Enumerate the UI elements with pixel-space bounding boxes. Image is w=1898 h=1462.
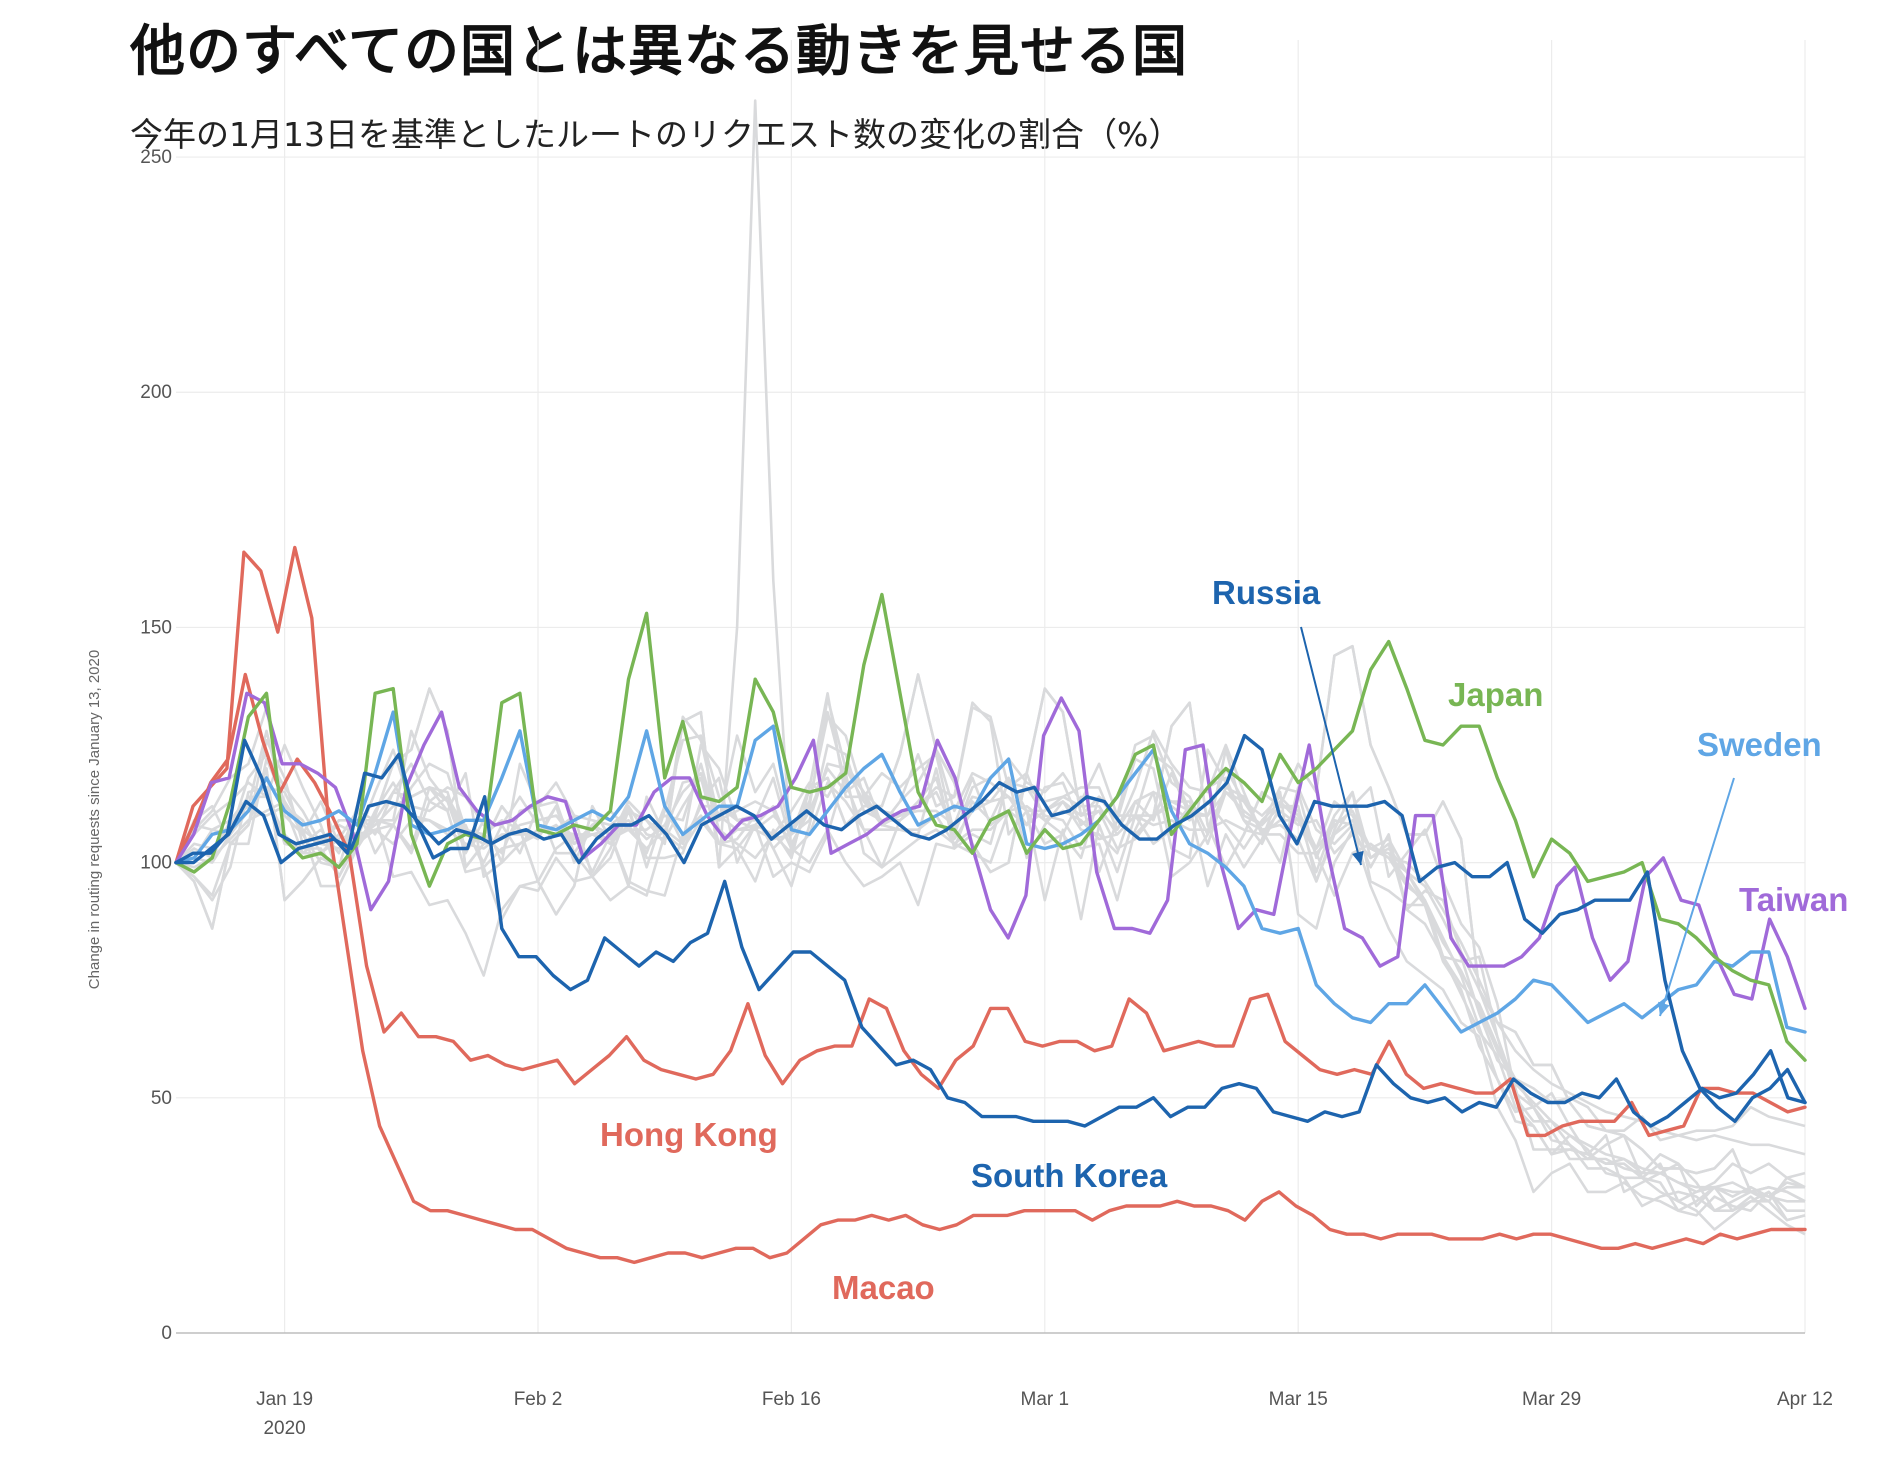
series-line-taiwan [174, 691, 1807, 1011]
highlighted-series-layer [174, 545, 1807, 1265]
axis-layer: 0 50 100 150 200 250 Jan 19 2020 Feb 2 Feb 16 Mar … [86, 147, 1833, 1439]
background-series-line [175, 696, 1805, 1198]
arrowhead-russia [1352, 850, 1364, 865]
background-series-line [175, 762, 1806, 1142]
arrow-sweden [1659, 777, 1735, 1017]
y-tick-label: 50 [151, 1088, 172, 1109]
series-line-sweden [174, 710, 1807, 1034]
background-series-layer [174, 99, 1806, 1236]
series-line-south-korea [174, 738, 1807, 1128]
label-japan: Japan [1448, 676, 1543, 713]
x-tick-label: Mar 15 [1269, 1389, 1328, 1410]
y-axis-label: Change in routing requests since January… [86, 650, 103, 989]
arrowhead-sweden [1658, 1001, 1670, 1016]
x-tick-label: Mar 29 [1522, 1389, 1581, 1410]
x-tick-label: Feb 16 [762, 1389, 821, 1410]
label-macao: Macao [832, 1269, 935, 1306]
y-tick-label: 200 [140, 382, 172, 403]
arrow-russia [1300, 626, 1362, 866]
y-tick-label: 150 [140, 617, 172, 638]
chart-title: 他のすべての国とは異なる動きを見せる国 [130, 19, 1188, 83]
x-tick-label: Mar 1 [1021, 1389, 1070, 1410]
series-line-japan [174, 592, 1807, 1062]
chart-subtitle: 今年の1月13日を基準としたルートのリクエスト数の変化の割合（%） [130, 115, 1182, 154]
x-tick-label: Feb 2 [514, 1389, 563, 1410]
grid-layer [176, 40, 1806, 1333]
background-series-line [175, 762, 1805, 1203]
annotation-layer: Russia Japan Sweden Taiwan Hong Kong South Ko… [600, 574, 1848, 1306]
series-line-macao [174, 545, 1807, 1265]
series-line-hong-kong [174, 672, 1807, 1138]
x-tick-sublabel: 2020 [263, 1418, 305, 1439]
y-tick-label: 0 [161, 1323, 172, 1344]
label-hong-kong: Hong Kong [600, 1116, 778, 1153]
label-taiwan: Taiwan [1739, 881, 1848, 918]
background-series-line [174, 715, 1806, 1236]
background-series-line [174, 692, 1806, 1212]
background-series-line [175, 776, 1806, 1156]
label-russia: Russia [1212, 574, 1321, 611]
y-tick-label: 250 [140, 147, 172, 168]
x-tick-label: Apr 12 [1777, 1389, 1833, 1410]
x-tick-label: Jan 19 [256, 1389, 313, 1410]
series-line-russia [174, 733, 1807, 1123]
label-sweden: Sweden [1697, 726, 1822, 763]
label-south-korea: South Korea [971, 1157, 1168, 1194]
y-tick-label: 100 [140, 853, 172, 874]
